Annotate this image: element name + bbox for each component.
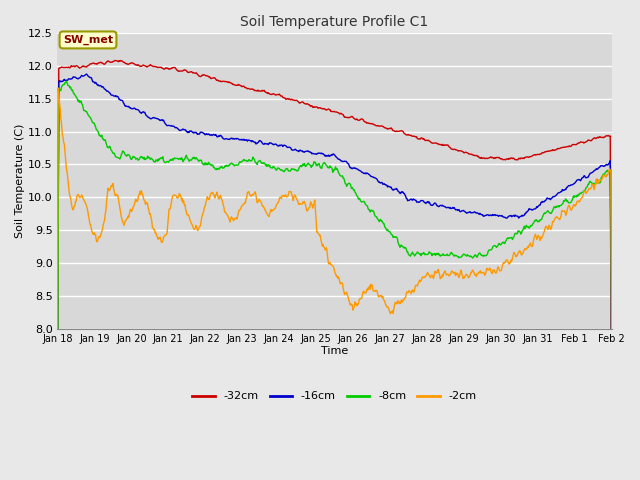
Title: Soil Temperature Profile C1: Soil Temperature Profile C1: [241, 15, 429, 29]
Text: SW_met: SW_met: [63, 35, 113, 45]
X-axis label: Time: Time: [321, 346, 348, 356]
Y-axis label: Soil Temperature (C): Soil Temperature (C): [15, 124, 25, 238]
Legend: -32cm, -16cm, -8cm, -2cm: -32cm, -16cm, -8cm, -2cm: [188, 387, 481, 406]
